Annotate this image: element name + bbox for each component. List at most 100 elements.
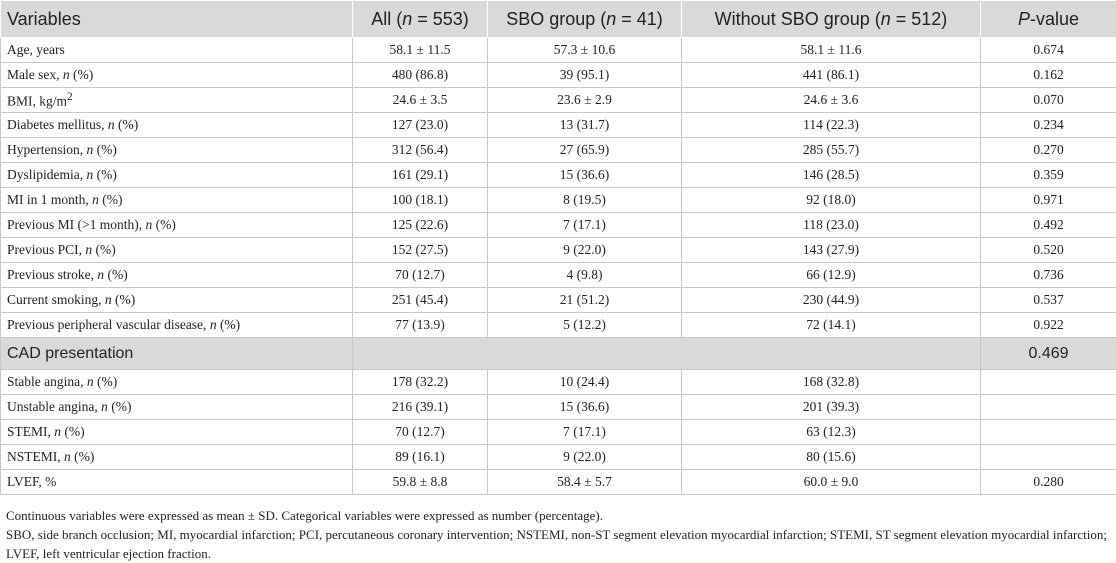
text: (%) xyxy=(115,117,139,132)
table-row: Current smoking, n (%)251 (45.4)21 (51.2… xyxy=(1,288,1116,313)
cell: 58.1 ± 11.5 xyxy=(353,38,488,63)
cell: 8 (19.5) xyxy=(488,188,682,213)
cell xyxy=(981,445,1116,470)
row-label: Previous stroke, n (%) xyxy=(1,263,353,288)
row-label: LVEF, % xyxy=(1,470,353,495)
text: Male sex, xyxy=(7,67,63,82)
italic-text: n xyxy=(210,317,217,332)
text: = 41) xyxy=(616,9,663,29)
cell: 0.469 xyxy=(981,338,1116,370)
cell: 0.234 xyxy=(981,113,1116,138)
cell: 9 (22.0) xyxy=(488,445,682,470)
cell: 480 (86.8) xyxy=(353,63,488,88)
table-row: MI in 1 month, n (%)100 (18.1)8 (19.5)92… xyxy=(1,188,1116,213)
table-row: Male sex, n (%)480 (86.8)39 (95.1)441 (8… xyxy=(1,63,1116,88)
text: MI in 1 month, xyxy=(7,192,92,207)
row-label: BMI, kg/m2 xyxy=(1,88,353,113)
cell: 60.0 ± 9.0 xyxy=(682,470,981,495)
table-row: Diabetes mellitus, n (%)127 (23.0)13 (31… xyxy=(1,113,1116,138)
table-row: Hypertension, n (%)312 (56.4)27 (65.9)28… xyxy=(1,138,1116,163)
italic-text: n xyxy=(881,9,891,29)
text: -value xyxy=(1030,9,1079,29)
cell: 201 (39.3) xyxy=(682,395,981,420)
cell: 118 (23.0) xyxy=(682,213,981,238)
cell xyxy=(981,370,1116,395)
cell xyxy=(353,338,981,370)
text: (%) xyxy=(104,267,128,282)
cell: 39 (95.1) xyxy=(488,63,682,88)
text: (%) xyxy=(70,67,94,82)
italic-text: n xyxy=(54,424,61,439)
table-row: Unstable angina, n (%)216 (39.1)15 (36.6… xyxy=(1,395,1116,420)
cell: 0.971 xyxy=(981,188,1116,213)
table-row: Previous stroke, n (%)70 (12.7)4 (9.8)66… xyxy=(1,263,1116,288)
text: NSTEMI, xyxy=(7,449,64,464)
cell: 10 (24.4) xyxy=(488,370,682,395)
text: Age, years xyxy=(7,42,65,57)
table-row: Previous MI (>1 month), n (%)125 (22.6)7… xyxy=(1,213,1116,238)
row-label: Male sex, n (%) xyxy=(1,63,353,88)
cell: 58.1 ± 11.6 xyxy=(682,38,981,63)
text: (%) xyxy=(94,374,118,389)
text: (%) xyxy=(92,242,116,257)
cell: 27 (65.9) xyxy=(488,138,682,163)
cell: 216 (39.1) xyxy=(353,395,488,420)
text: = 512) xyxy=(891,9,948,29)
cell: 161 (29.1) xyxy=(353,163,488,188)
column-header: SBO group (n = 41) xyxy=(488,1,682,38)
cell: 9 (22.0) xyxy=(488,238,682,263)
text: STEMI, xyxy=(7,424,54,439)
row-label: Stable angina, n (%) xyxy=(1,370,353,395)
cell: 146 (28.5) xyxy=(682,163,981,188)
row-label: Diabetes mellitus, n (%) xyxy=(1,113,353,138)
text: (%) xyxy=(93,142,117,157)
cell: 152 (27.5) xyxy=(353,238,488,263)
row-label: Previous PCI, n (%) xyxy=(1,238,353,263)
cell: 13 (31.7) xyxy=(488,113,682,138)
column-header: P-value xyxy=(981,1,1116,38)
cell: 24.6 ± 3.5 xyxy=(353,88,488,113)
cell: 57.3 ± 10.6 xyxy=(488,38,682,63)
table-row: NSTEMI, n (%)89 (16.1)9 (22.0)80 (15.6) xyxy=(1,445,1116,470)
row-label: NSTEMI, n (%) xyxy=(1,445,353,470)
italic-text: n xyxy=(63,67,70,82)
cell: 251 (45.4) xyxy=(353,288,488,313)
cell: 114 (22.3) xyxy=(682,113,981,138)
table-row: STEMI, n (%)70 (12.7)7 (17.1)63 (12.3) xyxy=(1,420,1116,445)
cell: 58.4 ± 5.7 xyxy=(488,470,682,495)
footnote: SBO, side branch occlusion; MI, myocardi… xyxy=(6,525,1110,563)
cell: 0.492 xyxy=(981,213,1116,238)
cell: 77 (13.9) xyxy=(353,313,488,338)
text: (%) xyxy=(71,449,95,464)
table-row: Previous PCI, n (%)152 (27.5)9 (22.0)143… xyxy=(1,238,1116,263)
cell: 7 (17.1) xyxy=(488,420,682,445)
cell: 7 (17.1) xyxy=(488,213,682,238)
text: = 553) xyxy=(412,9,469,29)
cell: 15 (36.6) xyxy=(488,395,682,420)
table-row: Stable angina, n (%)178 (32.2)10 (24.4)1… xyxy=(1,370,1116,395)
cell: 80 (15.6) xyxy=(682,445,981,470)
row-label: Previous peripheral vascular disease, n … xyxy=(1,313,353,338)
cell: 100 (18.1) xyxy=(353,188,488,213)
text: Previous MI (>1 month), xyxy=(7,217,145,232)
text: LVEF, % xyxy=(7,474,56,489)
cell: 0.359 xyxy=(981,163,1116,188)
text: (%) xyxy=(99,192,123,207)
italic-text: n xyxy=(87,374,94,389)
italic-text: n xyxy=(105,292,112,307)
cell: 4 (9.8) xyxy=(488,263,682,288)
cell: 230 (44.9) xyxy=(682,288,981,313)
italic-text: n xyxy=(402,9,412,29)
cell: 285 (55.7) xyxy=(682,138,981,163)
cell: 168 (32.8) xyxy=(682,370,981,395)
row-label: Age, years xyxy=(1,38,353,63)
superscript: 2 xyxy=(67,91,73,103)
text: Dyslipidemia, xyxy=(7,167,87,182)
cell: 63 (12.3) xyxy=(682,420,981,445)
cell: 0.537 xyxy=(981,288,1116,313)
